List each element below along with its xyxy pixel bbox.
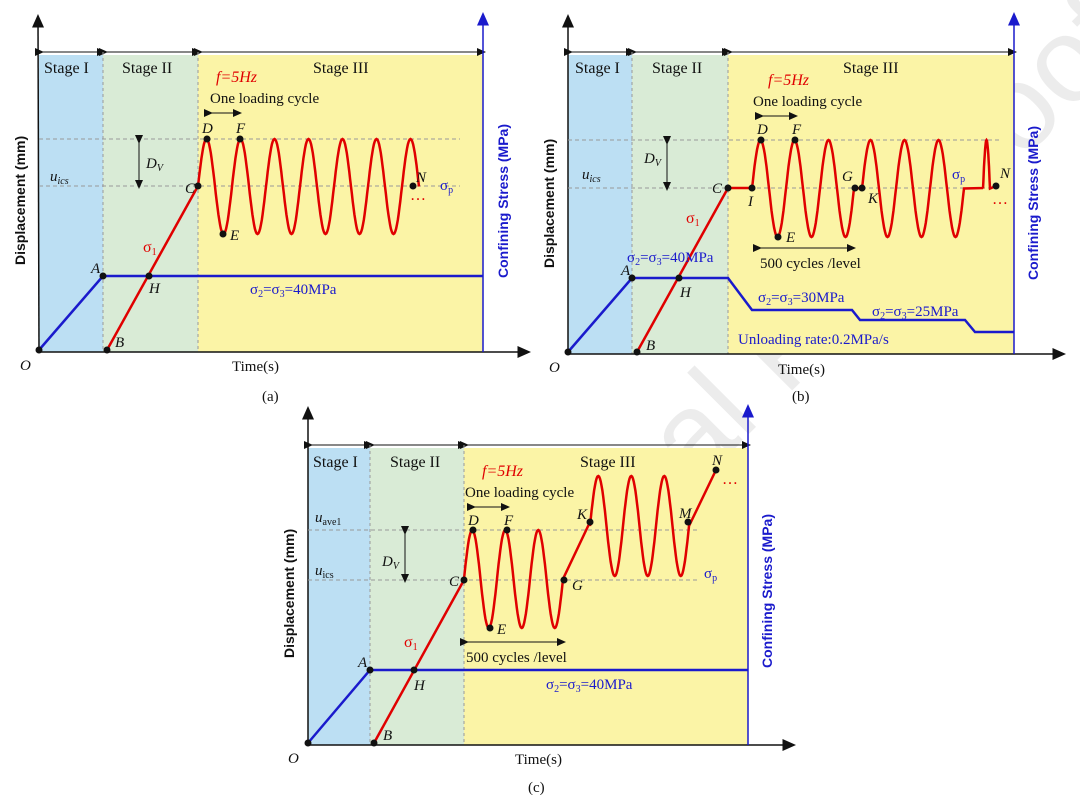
confining-label: σ2=σ3=40MPa xyxy=(546,677,633,695)
point-N: N xyxy=(999,166,1011,182)
point-C: C xyxy=(185,181,196,197)
point-F: F xyxy=(791,122,802,138)
cyclic-displacement-curve xyxy=(728,137,997,239)
point-H: H xyxy=(148,281,161,297)
right-axis-label: Confining Stress (MPa) xyxy=(759,514,775,668)
point-N: N xyxy=(711,453,723,469)
stage-3-label: Stage III xyxy=(580,454,636,471)
confining-label-40: σ2=σ3=40MPa xyxy=(627,250,714,268)
frequency-label: f=5Hz xyxy=(216,69,258,86)
point-N: N xyxy=(415,170,427,186)
stage-2-label: Stage II xyxy=(652,60,702,77)
point-H: H xyxy=(413,678,426,694)
y-axis-label: Displacement (mm) xyxy=(281,529,297,658)
confining-label: σ2=σ3=40MPa xyxy=(250,282,337,300)
point-C: C xyxy=(712,181,723,197)
caption-b: (b) xyxy=(792,389,810,405)
point-F: F xyxy=(503,513,514,529)
continuation-dots: … xyxy=(410,187,426,204)
caption-c: (c) xyxy=(528,780,545,796)
panel-b: Stage I Stage II Stage III f=5Hz One loa… xyxy=(541,12,1066,405)
point-E: E xyxy=(785,230,795,246)
point-B: B xyxy=(646,338,655,354)
point-A: A xyxy=(620,263,631,279)
origin-label: O xyxy=(288,751,299,767)
point-D: D xyxy=(201,121,213,137)
cycle-label: One loading cycle xyxy=(465,485,574,501)
origin-label: O xyxy=(549,360,560,376)
panel-c: Stage I Stage II Stage III f=5Hz One loa… xyxy=(281,404,796,796)
point-B: B xyxy=(383,728,392,744)
frequency-label: f=5Hz xyxy=(482,463,524,480)
stage-2-label: Stage II xyxy=(122,60,172,77)
point-D: D xyxy=(756,122,768,138)
frequency-label: f=5Hz xyxy=(768,72,810,89)
point-M: M xyxy=(678,506,693,522)
cycles-per-level-label: 500 cycles /level xyxy=(760,256,861,272)
x-axis-label: Time(s) xyxy=(515,752,562,768)
cyclic-displacement-curve xyxy=(196,137,421,236)
y-axis-label: Displacement (mm) xyxy=(12,136,28,265)
point-B: B xyxy=(115,335,124,351)
point-A: A xyxy=(90,261,101,277)
x-axis-label: Time(s) xyxy=(232,359,279,375)
point-F: F xyxy=(235,121,246,137)
point-I: I xyxy=(747,194,754,210)
origin-label: O xyxy=(20,358,31,374)
right-axis-label: Confining Stress (MPa) xyxy=(495,124,511,278)
point-D: D xyxy=(467,513,479,529)
point-A: A xyxy=(357,655,368,671)
caption-a: (a) xyxy=(262,389,279,405)
panel-a: Stage I Stage II Stage III f=5Hz One loa… xyxy=(12,12,531,405)
confining-label-30: σ2=σ3=30MPa xyxy=(758,290,845,308)
cycles-per-level-label: 500 cycles /level xyxy=(466,650,567,666)
point-G: G xyxy=(572,578,583,594)
point-K: K xyxy=(576,507,588,523)
point-K: K xyxy=(867,191,879,207)
continuation-dots: … xyxy=(992,191,1008,208)
stage-1-label: Stage I xyxy=(575,60,620,77)
x-axis-label: Time(s) xyxy=(778,362,825,378)
point-G: G xyxy=(842,169,853,185)
y-axis-label: Displacement (mm) xyxy=(541,139,557,268)
point-E: E xyxy=(496,622,506,638)
point-E: E xyxy=(229,228,239,244)
point-C: C xyxy=(449,574,460,590)
continuation-dots: … xyxy=(722,471,738,488)
stage-3-label: Stage III xyxy=(843,60,899,77)
confining-label-25: σ2=σ3=25MPa xyxy=(872,304,959,322)
stage-1-label: Stage I xyxy=(313,454,358,471)
point-H: H xyxy=(679,285,692,301)
unloading-rate-label: Unloading rate:0.2MPa/s xyxy=(738,332,889,348)
cycle-label: One loading cycle xyxy=(210,91,319,107)
stage-3-label: Stage III xyxy=(313,60,369,77)
stage-1-label: Stage I xyxy=(44,60,89,77)
right-axis-label: Confining Stress (MPa) xyxy=(1025,126,1041,280)
cycle-label: One loading cycle xyxy=(753,94,862,110)
stage-2-label: Stage II xyxy=(390,454,440,471)
